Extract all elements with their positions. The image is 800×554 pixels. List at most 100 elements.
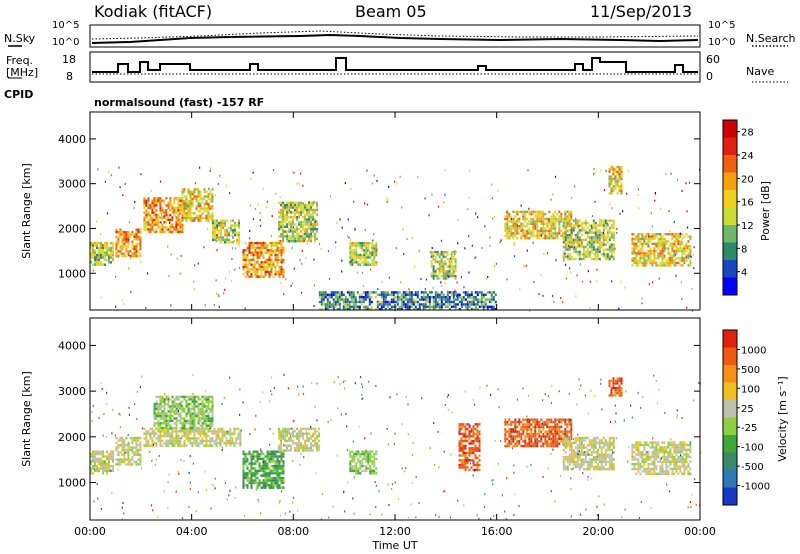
heatmap-cell — [369, 455, 372, 458]
heatmap-cell — [355, 452, 358, 456]
heatmap-cell — [538, 215, 541, 218]
heatmap-cell — [266, 452, 269, 456]
heatmap-cell — [207, 427, 210, 431]
heatmap-cell — [256, 450, 259, 453]
heatmap-cell — [185, 432, 188, 435]
heatmap-cell — [189, 205, 192, 208]
heatmap-cell — [216, 238, 218, 242]
heatmap-cell — [527, 169, 529, 172]
heatmap-cell — [123, 448, 126, 452]
heatmap-cell — [316, 206, 319, 209]
heatmap-cell — [446, 253, 449, 256]
heatmap-cell — [536, 423, 539, 426]
heatmap-cell — [298, 220, 301, 224]
heatmap-cell — [508, 215, 511, 218]
heatmap-cell — [657, 252, 660, 255]
heatmap-cell — [102, 455, 104, 458]
heatmap-cell — [189, 395, 192, 399]
heatmap-cell — [532, 241, 534, 244]
heatmap-cell — [133, 254, 136, 258]
heatmap-cell — [363, 457, 366, 461]
heatmap-cell — [637, 193, 639, 196]
heatmap-cell — [348, 289, 350, 292]
heatmap-cell — [294, 204, 297, 207]
heatmap-cell — [161, 225, 164, 229]
heatmap-cell — [620, 173, 623, 176]
heatmap-cell — [653, 242, 656, 245]
heatmap-cell — [212, 238, 214, 242]
heatmap-cell — [300, 235, 303, 238]
heatmap-cell — [512, 237, 515, 240]
heatmap-cell — [474, 298, 477, 301]
heatmap-cell — [328, 302, 331, 305]
heatmap-cell — [574, 248, 577, 251]
heatmap-cell — [110, 261, 112, 264]
heatmap-cell — [490, 300, 493, 304]
heatmap-cell — [117, 460, 120, 464]
heatmap-cell — [528, 237, 531, 240]
heatmap-cell — [540, 229, 543, 233]
heatmap-cell — [157, 419, 160, 423]
heatmap-cell — [308, 218, 311, 221]
heatmap-cell — [117, 451, 120, 454]
heatmap-cell — [125, 254, 128, 258]
heatmap-cell — [300, 237, 303, 240]
heatmap-cell — [450, 274, 453, 278]
heatmap-cell — [284, 216, 287, 219]
heatmap-cell — [472, 430, 475, 433]
heatmap-cell — [278, 235, 281, 238]
heatmap-cell — [578, 244, 580, 247]
heatmap-cell — [538, 213, 541, 216]
heatmap-cell — [256, 258, 259, 262]
heatmap-cell — [472, 461, 475, 464]
heatmap-cell — [440, 270, 443, 273]
heatmap-cell — [191, 212, 194, 215]
heatmap-cell — [637, 264, 640, 267]
heatmap-cell — [229, 442, 232, 445]
heatmap-cell — [193, 437, 196, 440]
heatmap-cell — [224, 229, 226, 232]
heatmap-cell — [606, 253, 609, 256]
heatmap-cell — [179, 422, 182, 425]
heatmap-cell — [218, 305, 220, 308]
heatmap-cell — [508, 232, 511, 235]
heatmap-cell — [123, 302, 125, 305]
heatmap-cell — [270, 469, 273, 473]
heatmap-cell — [550, 442, 553, 445]
heatmap-cell — [270, 261, 273, 264]
heatmap-cell — [201, 430, 204, 433]
heatmap-cell — [264, 275, 267, 278]
heatmap-cell — [534, 220, 537, 223]
heatmap-cell — [610, 243, 613, 246]
heatmap-cell — [454, 250, 456, 252]
heatmap-cell — [252, 171, 254, 174]
heatmap-cell — [586, 253, 589, 256]
heatmap-cell — [596, 236, 599, 239]
heatmap-cell — [530, 440, 533, 443]
heatmap-cell — [246, 253, 249, 257]
heatmap-cell — [364, 305, 367, 308]
heatmap-cell — [161, 417, 164, 420]
heatmap-cell — [229, 432, 232, 435]
heatmap-cell — [149, 427, 152, 431]
heatmap-cell — [187, 412, 190, 415]
heatmap-cell — [562, 221, 565, 225]
heatmap-cell — [637, 261, 640, 265]
heatmap-cell — [163, 407, 166, 411]
heatmap-cell — [230, 219, 232, 222]
heatmap-cell — [592, 219, 595, 222]
heatmap-cell — [140, 173, 142, 176]
heatmap-cell — [357, 469, 360, 473]
heatmap-cell — [512, 220, 515, 223]
heatmap-cell — [552, 420, 555, 424]
heatmap-cell — [139, 242, 142, 246]
heatmap-cell — [254, 263, 257, 266]
heatmap-cell — [612, 170, 615, 173]
heatmap-cell — [373, 455, 376, 458]
heatmap-cell — [609, 203, 611, 206]
heatmap-cell — [534, 432, 537, 436]
heatmap-cell — [655, 233, 658, 236]
heatmap-cell — [214, 229, 216, 232]
heatmap-cell — [314, 220, 317, 224]
heatmap-cell — [596, 250, 599, 254]
